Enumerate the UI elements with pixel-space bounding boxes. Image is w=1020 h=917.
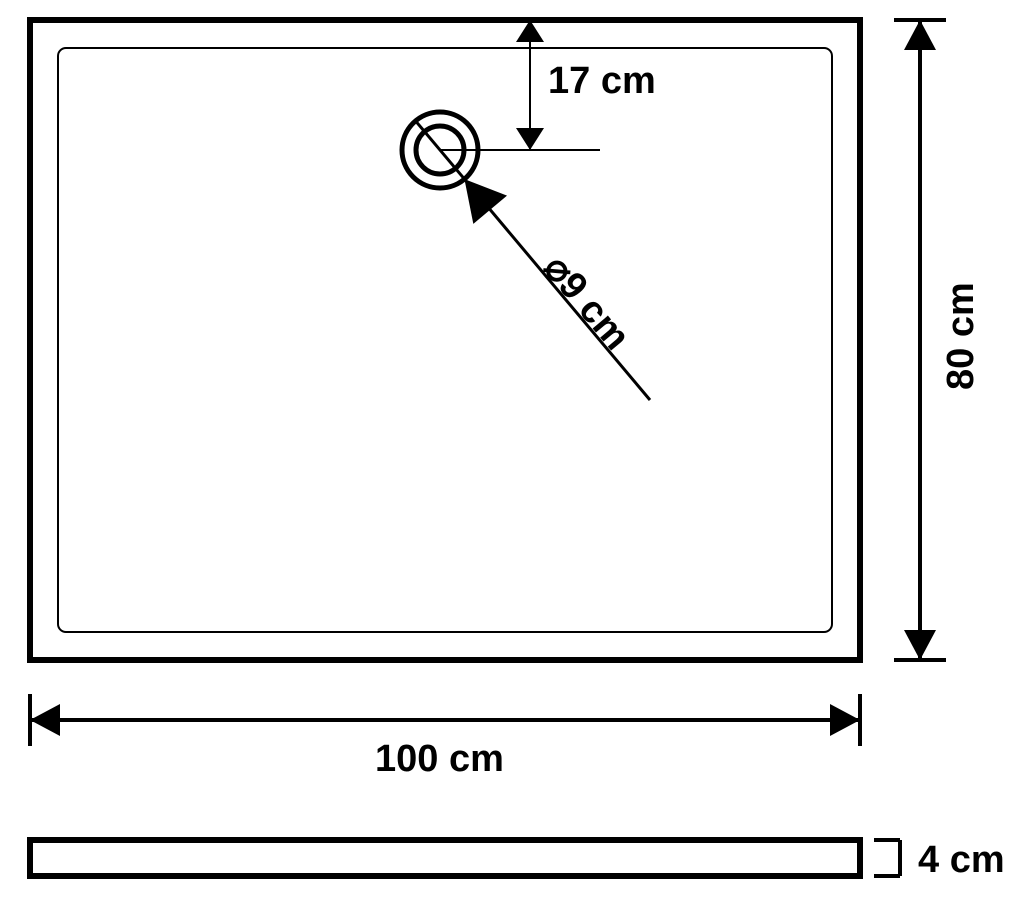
dim-width-label: 100 cm xyxy=(375,738,504,781)
tray-side-rect xyxy=(30,840,860,876)
dim17-label: 17 cm xyxy=(548,60,656,103)
dim-thickness-label: 4 cm xyxy=(918,839,1005,882)
dim-width-arrow-right xyxy=(830,704,860,736)
diagram-container: 17 cm ⌀9 cm 100 cm 80 cm 4 cm xyxy=(0,0,1020,917)
dim-height-label: 80 cm xyxy=(940,282,983,390)
dim-height-arrow-bottom xyxy=(904,630,936,660)
dimension-drawing xyxy=(0,0,1020,917)
tray-inner-rect xyxy=(58,48,832,632)
diameter-leader-arrowhead xyxy=(464,179,507,224)
dim17-arrow-bottom xyxy=(516,128,544,150)
tray-outer-rect xyxy=(30,20,860,660)
dim-height-arrow-top xyxy=(904,20,936,50)
dim-width-arrow-left xyxy=(30,704,60,736)
dim17-arrow-top xyxy=(516,20,544,42)
